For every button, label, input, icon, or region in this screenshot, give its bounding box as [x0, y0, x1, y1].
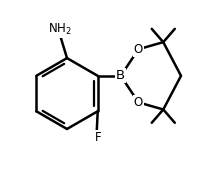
Text: O: O [134, 43, 143, 56]
Text: B: B [116, 69, 125, 82]
Text: NH$_2$: NH$_2$ [48, 22, 72, 37]
Text: F: F [94, 131, 101, 144]
Text: O: O [134, 96, 143, 109]
